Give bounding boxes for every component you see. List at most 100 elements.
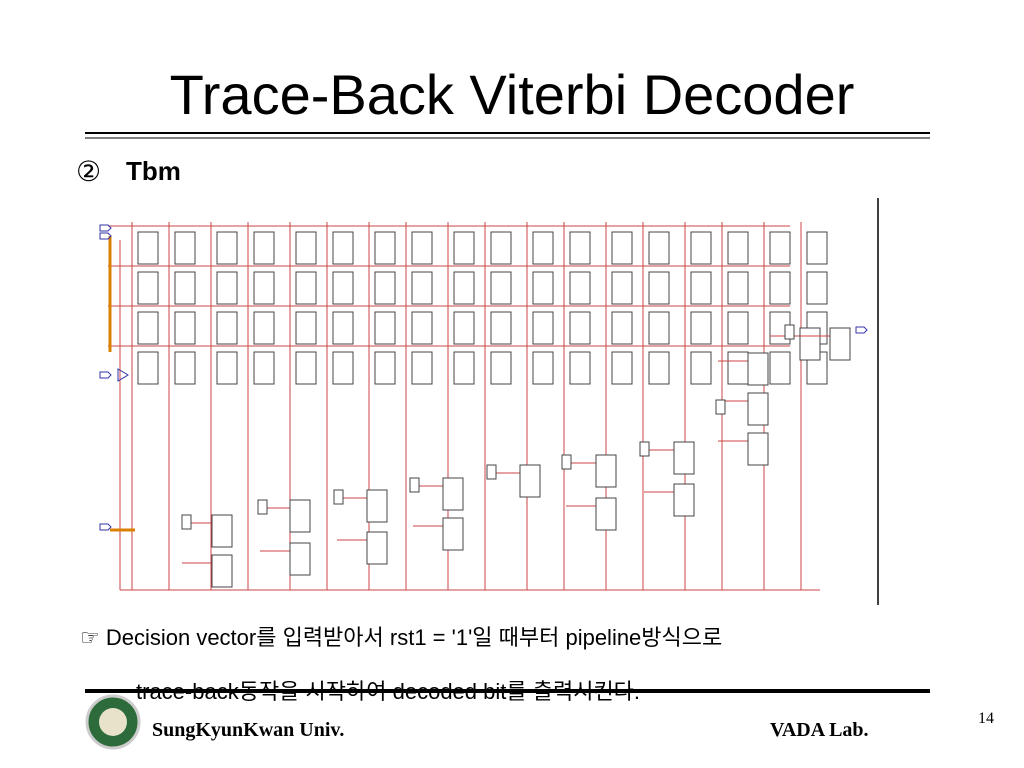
flip-flop bbox=[453, 231, 475, 265]
flip-flop bbox=[490, 311, 512, 345]
flip-flop bbox=[253, 351, 275, 385]
flip-flop bbox=[411, 311, 433, 345]
flip-flop bbox=[673, 483, 695, 517]
flip-flop bbox=[411, 351, 433, 385]
flip-flop bbox=[211, 554, 233, 588]
logo bbox=[99, 708, 127, 736]
flip-flop bbox=[211, 514, 233, 548]
flip-flop bbox=[806, 231, 828, 265]
flip-flop bbox=[137, 351, 159, 385]
flip-flop bbox=[569, 231, 591, 265]
flip-flop bbox=[442, 477, 464, 511]
flip-flop bbox=[366, 531, 388, 565]
flip-flop bbox=[453, 271, 475, 305]
flip-flop bbox=[174, 351, 196, 385]
flip-flop bbox=[799, 327, 821, 361]
flip-flop bbox=[727, 271, 749, 305]
flip-flop bbox=[747, 352, 769, 386]
flip-flop bbox=[332, 351, 354, 385]
mux bbox=[486, 464, 497, 480]
mux bbox=[257, 499, 268, 515]
flip-flop bbox=[137, 231, 159, 265]
flip-flop bbox=[532, 311, 554, 345]
mux bbox=[561, 454, 572, 470]
flip-flop bbox=[216, 231, 238, 265]
flip-flop bbox=[216, 351, 238, 385]
flip-flop bbox=[648, 351, 670, 385]
page-number: 14 bbox=[978, 710, 994, 727]
flip-flop bbox=[747, 432, 769, 466]
flip-flop bbox=[532, 231, 554, 265]
flip-flop bbox=[253, 231, 275, 265]
flip-flop bbox=[595, 497, 617, 531]
flip-flop bbox=[673, 441, 695, 475]
flip-flop bbox=[295, 271, 317, 305]
flip-flop bbox=[806, 271, 828, 305]
footer-right: VADA Lab. bbox=[770, 719, 869, 741]
flip-flop bbox=[253, 311, 275, 345]
caption: ☞ Decision vector를 입력받아서 rst1 = '1'일 때부터… bbox=[80, 625, 723, 650]
flip-flop bbox=[769, 231, 791, 265]
caption: trace-back동작을 시작하여 decoded bit를 출력시킨다. bbox=[136, 679, 641, 704]
mux bbox=[409, 477, 420, 493]
flip-flop bbox=[453, 311, 475, 345]
flip-flop bbox=[332, 311, 354, 345]
flip-flop bbox=[769, 271, 791, 305]
flip-flop bbox=[374, 311, 396, 345]
out-port bbox=[855, 326, 868, 334]
flip-flop bbox=[690, 231, 712, 265]
flip-flop bbox=[519, 464, 541, 498]
mux bbox=[181, 514, 192, 530]
flip-flop bbox=[569, 311, 591, 345]
flip-flop bbox=[332, 271, 354, 305]
flip-flop bbox=[289, 542, 311, 576]
flip-flop bbox=[569, 271, 591, 305]
port bbox=[99, 232, 112, 240]
flip-flop bbox=[442, 517, 464, 551]
flip-flop bbox=[595, 454, 617, 488]
flip-flop bbox=[490, 351, 512, 385]
flip-flop bbox=[295, 231, 317, 265]
port bbox=[99, 224, 112, 232]
flip-flop bbox=[289, 499, 311, 533]
flip-flop bbox=[611, 231, 633, 265]
flip-flop bbox=[727, 231, 749, 265]
flip-flop bbox=[769, 351, 791, 385]
buffer bbox=[117, 368, 129, 382]
flip-flop bbox=[411, 231, 433, 265]
flip-flop bbox=[216, 311, 238, 345]
mux bbox=[333, 489, 344, 505]
flip-flop bbox=[829, 327, 851, 361]
mux bbox=[784, 324, 795, 340]
flip-flop bbox=[569, 351, 591, 385]
flip-flop bbox=[174, 231, 196, 265]
flip-flop bbox=[332, 231, 354, 265]
flip-flop bbox=[690, 351, 712, 385]
flip-flop bbox=[366, 489, 388, 523]
flip-flop bbox=[611, 271, 633, 305]
flip-flop bbox=[374, 231, 396, 265]
flip-flop bbox=[174, 311, 196, 345]
flip-flop bbox=[490, 271, 512, 305]
flip-flop bbox=[253, 271, 275, 305]
schematic bbox=[99, 198, 879, 605]
mux bbox=[715, 399, 726, 415]
flip-flop bbox=[690, 271, 712, 305]
flip-flop bbox=[648, 311, 670, 345]
flip-flop bbox=[727, 351, 749, 385]
flip-flop bbox=[174, 271, 196, 305]
flip-flop bbox=[453, 351, 475, 385]
flip-flop bbox=[295, 311, 317, 345]
flip-flop bbox=[611, 351, 633, 385]
footer-left: SungKyunKwan Univ. bbox=[152, 719, 345, 741]
flip-flop bbox=[532, 271, 554, 305]
flip-flop bbox=[532, 351, 554, 385]
port bbox=[99, 371, 112, 379]
subtitle-marker: ② bbox=[76, 156, 102, 187]
flip-flop bbox=[747, 392, 769, 426]
mux bbox=[639, 441, 650, 457]
flip-flop bbox=[727, 311, 749, 345]
flip-flop bbox=[611, 311, 633, 345]
